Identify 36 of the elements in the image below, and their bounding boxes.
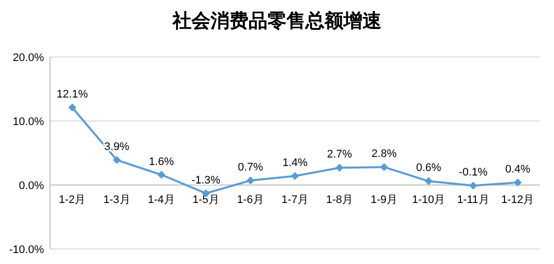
- data-label: 0.6%: [416, 162, 442, 174]
- x-tick-label: 1-12月: [501, 194, 534, 206]
- x-tick-label: 1-2月: [58, 194, 86, 206]
- y-tick-label: 10.0%: [12, 116, 44, 128]
- x-tick-label: 1-11月: [457, 194, 490, 206]
- x-tick-label: 1-4月: [148, 194, 175, 206]
- data-label: 2.7%: [327, 148, 352, 161]
- y-tick-label: 0.0%: [18, 180, 44, 192]
- point: [469, 182, 478, 190]
- y-tick-label: -10.0%: [9, 244, 44, 256]
- x-tick-label: 1-10月: [412, 194, 446, 206]
- y-tick-label: 20.0%: [12, 52, 44, 64]
- point: [291, 172, 299, 180]
- point: [336, 164, 344, 172]
- point: [424, 177, 433, 186]
- point: [246, 176, 254, 185]
- x-tick-label: 1-5月: [192, 194, 220, 206]
- point: [157, 170, 166, 179]
- x-tick-label: 1-9月: [370, 194, 398, 206]
- data-label: -1.3%: [192, 174, 220, 186]
- x-tick-label: 1-7月: [282, 194, 308, 206]
- point: [380, 163, 388, 172]
- point: [112, 156, 121, 164]
- data-label: 2.8%: [372, 148, 397, 160]
- data-label: 0.7%: [238, 162, 264, 174]
- data-label: -0.1%: [458, 166, 488, 179]
- data-label: 1.4%: [282, 157, 308, 170]
- chart-title: 社会消费品零售总额增速: [172, 10, 382, 32]
- x-tick-label: 1-3月: [103, 194, 130, 206]
- x-tick-label: 1-6月: [237, 194, 264, 206]
- point: [514, 178, 522, 186]
- point: [68, 104, 76, 112]
- data-label: 12.1%: [56, 88, 88, 101]
- x-tick-label: 1-8月: [326, 194, 353, 206]
- data-label: 0.4%: [505, 163, 530, 176]
- data-label: 1.6%: [148, 156, 174, 168]
